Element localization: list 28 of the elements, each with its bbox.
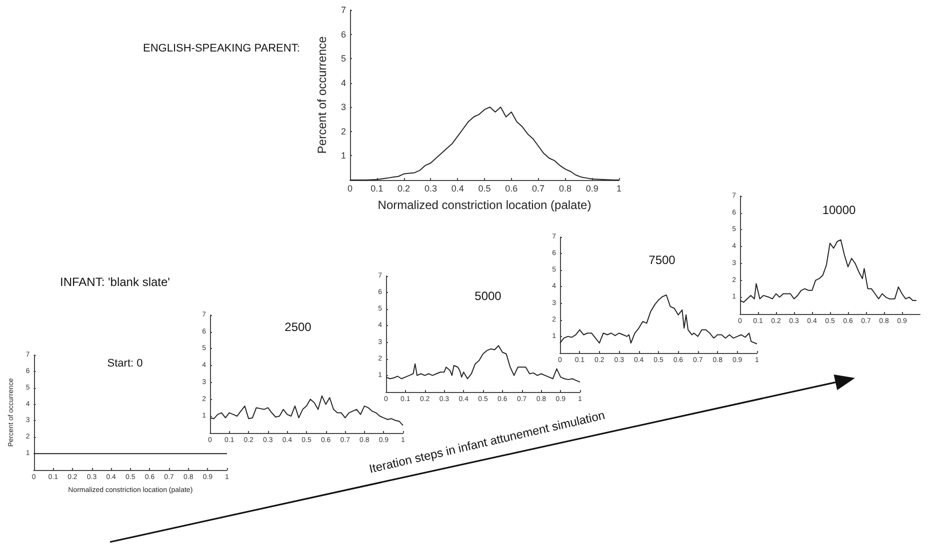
y-tick-label: 3	[340, 102, 346, 112]
x-tick-label: 0.8	[558, 184, 572, 194]
y-tick-label: 7	[340, 5, 346, 15]
x-tick-label: 0.2	[398, 184, 410, 194]
x-tick-label: 0.9	[586, 184, 598, 194]
y-tick-label: 5	[340, 54, 346, 64]
y-tick-label: 2	[340, 126, 346, 136]
y-tick-label: 6	[340, 29, 346, 40]
text: 7500	[648, 253, 676, 267]
chart-title: Start: 0	[107, 358, 143, 370]
x-tick-label: 0.3	[424, 184, 437, 194]
x-tick-label: 0.5	[478, 184, 491, 194]
x-tick-label: 0.1	[370, 184, 384, 194]
text: ENGLISH-SPEAKING PARENT:	[143, 42, 300, 54]
y-tick-label: 1	[340, 150, 346, 161]
y-tick-label: 4	[340, 78, 346, 88]
x-tick-label: 1	[616, 184, 622, 194]
x-tick-label: 0.7	[532, 184, 545, 194]
x-axis-title: Normalized constriction location (palate)	[378, 198, 592, 212]
x-tick-label: 0.6	[505, 184, 518, 194]
x-tick-label: 0	[347, 184, 353, 194]
text: 5000	[474, 289, 502, 303]
line-series	[740, 239, 917, 303]
chart-title: 2500	[284, 320, 312, 334]
x-tick-label: 0.4	[451, 184, 464, 194]
text: INFANT: 'blank slate'	[60, 275, 170, 289]
y-axis-title: Percent of occurrence	[315, 36, 329, 154]
text: 10000	[822, 203, 856, 217]
